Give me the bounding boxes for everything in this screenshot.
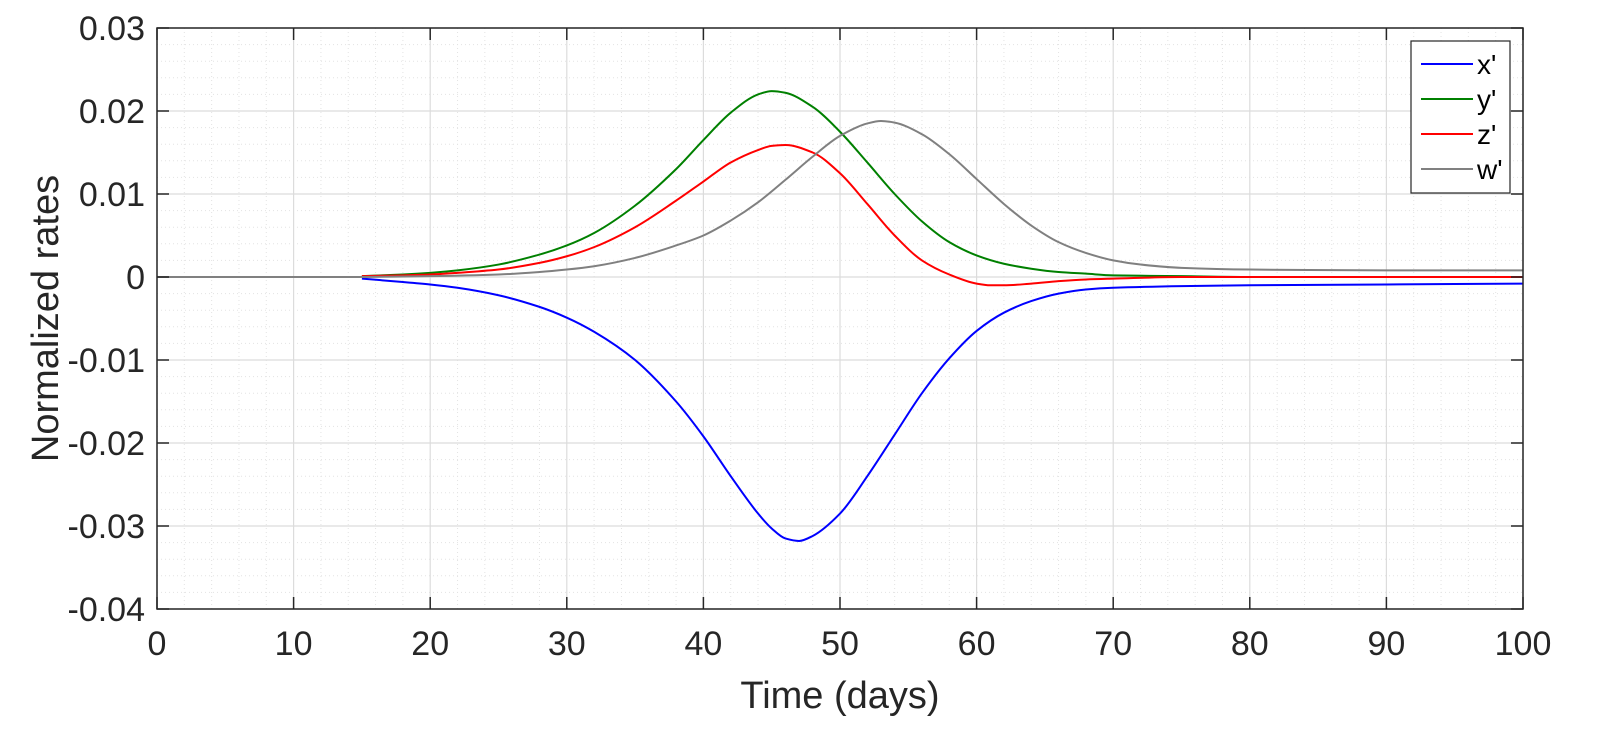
- legend-label-y: y': [1477, 84, 1496, 115]
- x-tick-labels: 0 10 20 30 40 50 60 70 80 90 100: [148, 625, 1552, 663]
- legend-box: [1410, 40, 1511, 194]
- legend-label-z: z': [1477, 119, 1496, 150]
- ticks: [156, 27, 1524, 610]
- x-tick-label: 80: [1231, 625, 1269, 663]
- y-tick-label: -0.03: [68, 508, 146, 546]
- series-line-z: [361, 144, 1523, 287]
- y-tick-label: -0.02: [68, 425, 146, 463]
- y-tick-label: 0.01: [79, 176, 145, 214]
- y-tick-labels: -0.04 -0.03 -0.02 -0.01 0 0.01 0.02 0.03: [68, 10, 146, 629]
- x-tick-label: 10: [275, 625, 313, 663]
- x-tick-label: 40: [684, 625, 722, 663]
- y-tick-label: 0.03: [79, 10, 145, 48]
- x-tick-label: 20: [411, 625, 449, 663]
- y-tick-label: -0.01: [68, 342, 146, 380]
- x-tick-label: 100: [1495, 625, 1552, 663]
- minor-grid: [157, 28, 1523, 609]
- series-line-y: [361, 90, 1523, 278]
- x-tick-label: 0: [148, 625, 167, 663]
- y-axis-title: Normalized rates: [25, 175, 67, 462]
- series-line-x: [361, 277, 1524, 542]
- x-tick-label: 70: [1094, 625, 1132, 663]
- y-tick-label: 0: [126, 259, 145, 297]
- legend-label-x: x': [1477, 49, 1496, 80]
- x-tick-label: 90: [1367, 625, 1405, 663]
- series-layer: [157, 90, 1524, 542]
- y-tick-label: -0.04: [68, 591, 146, 629]
- legend: x' y' z' w': [1410, 40, 1511, 194]
- legend-label-w: w': [1476, 154, 1503, 185]
- x-tick-label: 30: [548, 625, 586, 663]
- series-line-w: [361, 119, 1523, 278]
- x-tick-label: 50: [821, 625, 859, 663]
- x-axis-title: Time (days): [740, 675, 939, 717]
- x-tick-label: 60: [958, 625, 996, 663]
- y-tick-label: 0.02: [79, 93, 145, 131]
